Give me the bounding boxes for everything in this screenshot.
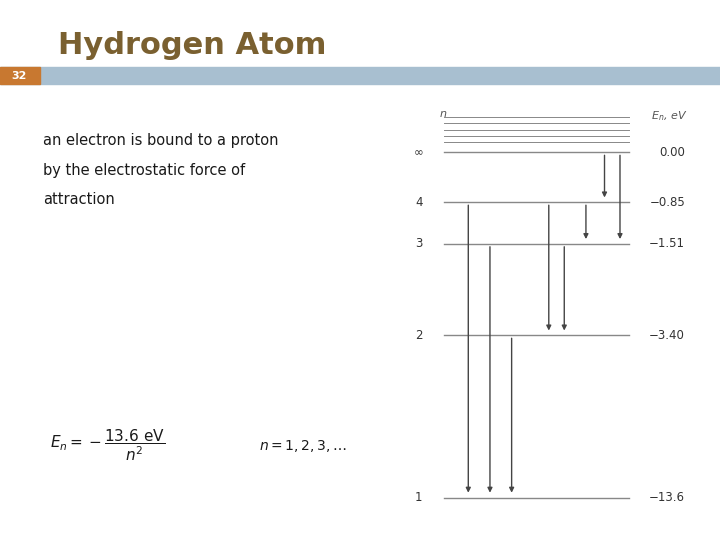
Text: $E_n$, eV: $E_n$, eV <box>652 109 688 123</box>
Text: 1: 1 <box>415 491 423 504</box>
Text: −3.40: −3.40 <box>649 329 685 342</box>
Text: 3: 3 <box>415 238 423 251</box>
Text: 4: 4 <box>415 196 423 209</box>
Text: 0.00: 0.00 <box>659 146 685 159</box>
Text: $E_n = -\dfrac{13.6\ \mathrm{eV}}{n^2}$: $E_n = -\dfrac{13.6\ \mathrm{eV}}{n^2}$ <box>50 428 166 463</box>
Text: −0.85: −0.85 <box>649 196 685 209</box>
Text: $n$: $n$ <box>439 109 448 119</box>
Text: 32: 32 <box>12 71 27 80</box>
Text: an electron is bound to a proton: an electron is bound to a proton <box>43 133 279 148</box>
Bar <box>0 68 720 84</box>
Text: attraction: attraction <box>43 192 115 207</box>
Text: Hydrogen Atom: Hydrogen Atom <box>58 31 326 60</box>
Text: −13.6: −13.6 <box>649 491 685 504</box>
Text: −1.51: −1.51 <box>649 238 685 251</box>
Text: ∞: ∞ <box>414 146 423 159</box>
Text: $n = 1, 2, 3, \ldots$: $n = 1, 2, 3, \ldots$ <box>259 437 347 454</box>
Text: by the electrostatic force of: by the electrostatic force of <box>43 163 246 178</box>
Text: 2: 2 <box>415 329 423 342</box>
Bar <box>0 68 40 84</box>
